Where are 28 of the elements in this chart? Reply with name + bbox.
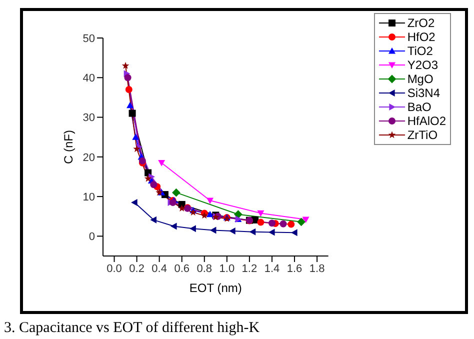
x-tick-label: 0.6 xyxy=(174,262,190,275)
y-tick-label: 40 xyxy=(82,72,95,85)
x-tick-label: 1.4 xyxy=(264,262,280,275)
text: 3. Capacitance vs EOT of different high-K xyxy=(4,320,261,337)
x-tick-label: 0.8 xyxy=(196,262,212,275)
x-tick-label: 0.0 xyxy=(106,262,122,275)
legend-label: HfAlO2 xyxy=(407,114,446,128)
legend-label: Si3N4 xyxy=(407,86,440,100)
legend-label: TiO2 xyxy=(407,44,433,58)
y-tick-label: 50 xyxy=(82,32,95,45)
legend-label: ZrTiO xyxy=(407,128,438,142)
x-tick-label: 1.8 xyxy=(309,262,325,275)
legend-label: HfO2 xyxy=(407,30,436,44)
x-tick-label: 1.6 xyxy=(286,262,302,275)
y-tick-label: 20 xyxy=(82,152,95,164)
x-axis-title: EOT (nm) xyxy=(189,281,242,295)
y-tick-label: 10 xyxy=(82,191,95,204)
x-tick-label: 0.4 xyxy=(152,262,167,275)
y-tick-label: 0 xyxy=(88,231,95,244)
x-tick-label: 1.0 xyxy=(219,262,235,275)
legend-label: ZrO2 xyxy=(407,16,435,30)
legend-label: BaO xyxy=(407,100,432,114)
legend-label: MgO xyxy=(407,72,434,86)
y-tick-label: 30 xyxy=(82,112,95,124)
legend-label: Y2O3 xyxy=(407,58,438,72)
x-tick-label: 1.2 xyxy=(242,262,258,275)
y-axis-title: C (nF) xyxy=(61,130,76,164)
x-tick-label: 0.2 xyxy=(129,262,144,275)
